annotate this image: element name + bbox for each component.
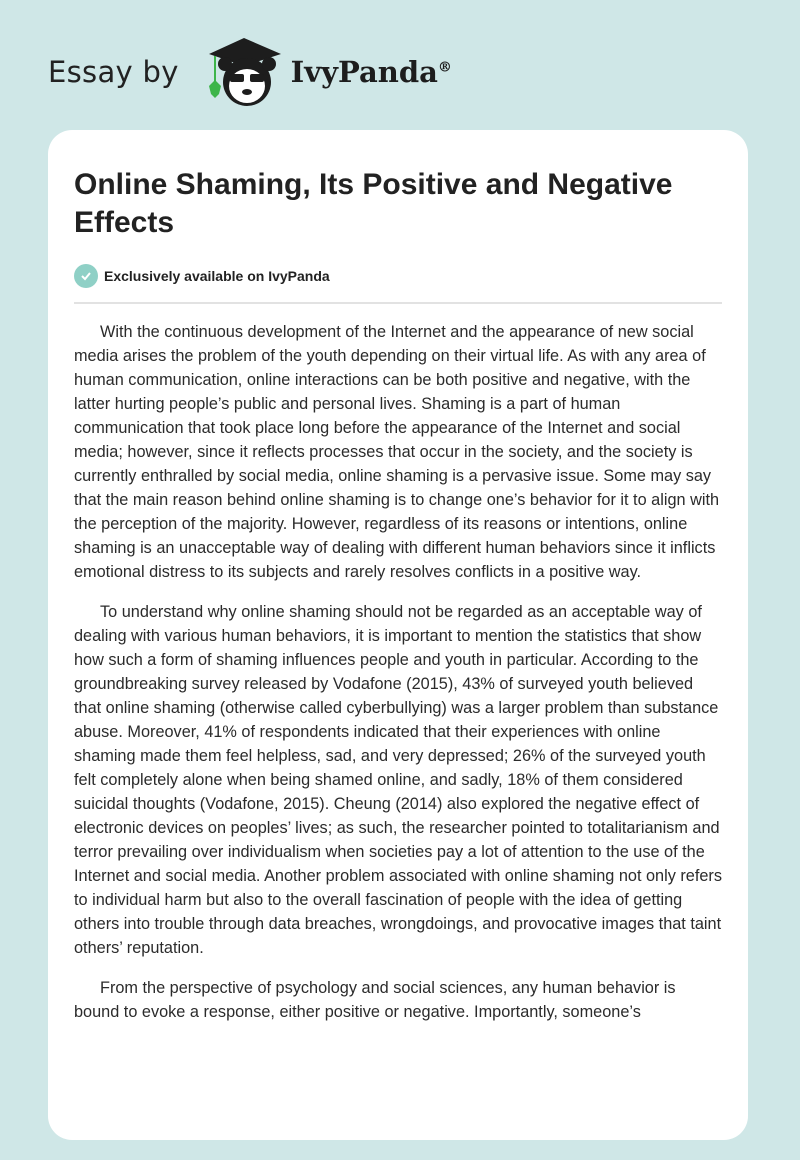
essay-title: Online Shaming, Its Positive and Negativ… bbox=[74, 168, 673, 239]
divider bbox=[74, 302, 722, 304]
check-icon bbox=[74, 264, 98, 288]
badge-label: Exclusively available on IvyPanda bbox=[104, 268, 330, 284]
paragraph: From the perspective of psychology and s… bbox=[74, 979, 676, 1021]
paragraph: With the continuous development of the I… bbox=[74, 323, 720, 581]
essay-body: With the continuous development of the I… bbox=[74, 320, 724, 1040]
site-header: Essay by IvyPanda® bbox=[48, 36, 452, 108]
brand-text: IvyPanda bbox=[290, 55, 438, 89]
panda-logo-icon[interactable] bbox=[199, 36, 289, 108]
paragraph: To understand why online shaming should … bbox=[74, 603, 722, 957]
essay-by-label: Essay by bbox=[48, 55, 179, 89]
essay-card: Online Shaming, Its Positive and Negativ… bbox=[48, 130, 748, 1140]
brand-name[interactable]: IvyPanda® bbox=[291, 55, 452, 89]
exclusive-badge: Exclusively available on IvyPanda bbox=[74, 264, 330, 288]
registered-mark: ® bbox=[437, 59, 452, 76]
